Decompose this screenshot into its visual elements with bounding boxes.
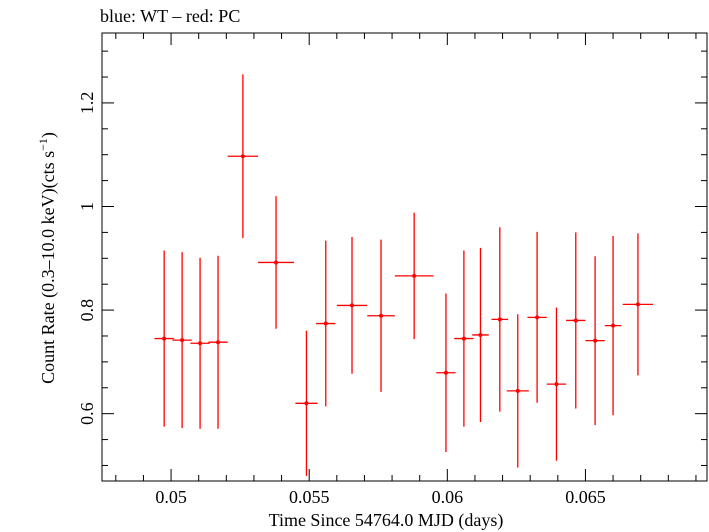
x-axis-tick-labels: 0.05 0.055 0.06 0.065: [155, 487, 605, 507]
point-marker: [593, 339, 597, 343]
data-point: [585, 256, 604, 425]
y-tick-label: 1: [77, 202, 97, 211]
y-tick-label: 1.2: [77, 92, 97, 115]
point-marker: [379, 314, 383, 318]
point-marker: [478, 333, 482, 337]
y-tick-label: 0.8: [77, 299, 97, 322]
point-marker: [216, 340, 220, 344]
point-marker: [412, 274, 416, 278]
x-tick-label: 0.06: [432, 487, 464, 507]
data-point: [190, 258, 209, 429]
point-marker: [180, 338, 184, 342]
y-tick-label: 0.6: [77, 402, 97, 425]
point-marker: [636, 302, 640, 306]
data-point: [395, 213, 434, 339]
point-marker: [574, 318, 578, 322]
point-marker: [535, 315, 539, 319]
data-point: [507, 314, 529, 467]
point-marker: [324, 322, 328, 326]
data-point: [492, 227, 509, 411]
point-marker: [350, 303, 354, 307]
chart-title: blue: WT – red: PC: [100, 6, 240, 26]
plot-frame: [102, 33, 707, 481]
data-point: [295, 331, 317, 476]
data-series: [154, 74, 653, 475]
data-point: [547, 307, 566, 460]
data-point: [472, 248, 489, 422]
x-tick-label: 0.05: [155, 487, 187, 507]
y-axis-label-sup: −1: [36, 138, 50, 151]
data-point: [454, 251, 473, 427]
data-point: [605, 236, 622, 415]
y-axis-tick-labels: 0.6 0.8 1 1.2: [77, 92, 97, 425]
point-marker: [198, 341, 202, 345]
x-axis-label: Time Since 54764.0 MJD (days): [269, 510, 504, 531]
y-axis-label-main: Count Rate (0.3–10.0 keV)(cts s: [38, 151, 59, 384]
point-marker: [274, 260, 278, 264]
y-axis-label: Count Rate (0.3–10.0 keV)(cts s−1): [36, 132, 59, 384]
point-marker: [516, 389, 520, 393]
point-marker: [241, 154, 245, 158]
data-point: [316, 241, 335, 407]
data-point: [623, 233, 653, 375]
data-point: [258, 196, 294, 329]
point-marker: [498, 317, 502, 321]
y-axis-label-end: ): [38, 132, 59, 138]
point-marker: [611, 324, 615, 328]
x-axis-ticks: [116, 33, 696, 481]
x-tick-label: 0.055: [289, 487, 330, 507]
data-point: [566, 232, 585, 408]
point-marker: [554, 382, 558, 386]
data-point: [337, 237, 367, 374]
point-marker: [162, 337, 166, 341]
point-marker: [462, 337, 466, 341]
point-marker: [444, 371, 448, 375]
point-marker: [304, 401, 308, 405]
data-point: [154, 251, 173, 427]
data-point: [436, 294, 455, 452]
data-point: [367, 240, 395, 392]
data-point: [228, 74, 258, 238]
data-point: [527, 232, 546, 403]
chart: blue: WT – red: PC 0.05 0.055 0.06 0.065 0.…: [0, 0, 709, 532]
x-tick-label: 0.065: [565, 487, 606, 507]
data-point: [172, 252, 191, 428]
y-axis-ticks: [102, 51, 707, 465]
data-point: [208, 256, 227, 429]
